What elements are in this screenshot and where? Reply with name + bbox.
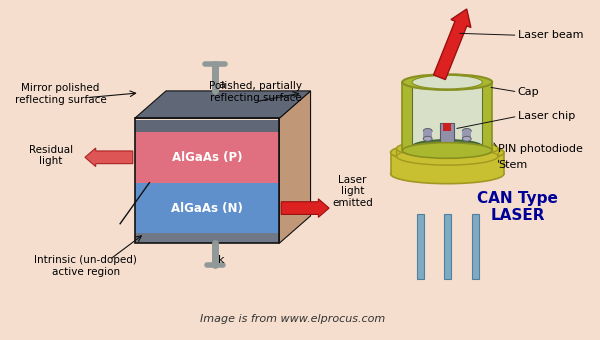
Ellipse shape — [424, 129, 432, 133]
Ellipse shape — [463, 129, 471, 133]
Bar — [135, 183, 279, 234]
FancyArrow shape — [434, 9, 471, 80]
Text: Cap: Cap — [518, 87, 539, 97]
Bar — [443, 123, 451, 131]
Ellipse shape — [424, 136, 432, 141]
Bar — [135, 132, 279, 183]
Bar — [472, 214, 479, 279]
Text: PIN photodiode: PIN photodiode — [498, 143, 583, 154]
Text: Mirror polished
reflecting surface: Mirror polished reflecting surface — [14, 83, 106, 105]
Text: Stem: Stem — [498, 160, 527, 170]
Text: k: k — [218, 255, 224, 265]
Text: a: a — [219, 80, 226, 90]
Ellipse shape — [403, 143, 492, 158]
Bar — [463, 131, 471, 139]
Bar — [445, 214, 451, 279]
Text: Image is from www.elprocus.com: Image is from www.elprocus.com — [200, 314, 386, 324]
Text: CAN Type
LASER: CAN Type LASER — [477, 191, 558, 223]
FancyArrow shape — [281, 199, 329, 217]
Bar — [424, 131, 432, 139]
Bar — [417, 214, 424, 279]
FancyArrow shape — [85, 148, 133, 167]
Text: Laser chip: Laser chip — [518, 111, 575, 121]
Text: Polished, partially
reflecting surface: Polished, partially reflecting surface — [209, 81, 302, 103]
Bar — [135, 120, 279, 132]
Ellipse shape — [412, 140, 482, 153]
Bar — [391, 152, 504, 174]
Ellipse shape — [391, 143, 504, 162]
Text: AlGaAs (P): AlGaAs (P) — [172, 151, 242, 164]
Polygon shape — [279, 91, 311, 243]
Ellipse shape — [403, 74, 492, 90]
Bar — [135, 118, 279, 243]
Text: Intrinsic (un-doped)
active region: Intrinsic (un-doped) active region — [34, 255, 137, 276]
Text: Residual
light: Residual light — [29, 144, 73, 166]
Bar — [403, 82, 492, 151]
Ellipse shape — [397, 148, 498, 165]
Text: Laser beam: Laser beam — [518, 30, 583, 40]
Text: Laser
light
emitted: Laser light emitted — [332, 175, 373, 208]
Bar — [135, 234, 279, 243]
Ellipse shape — [391, 164, 504, 184]
Polygon shape — [135, 91, 311, 118]
Bar — [440, 123, 454, 143]
Bar — [397, 149, 498, 156]
Bar — [412, 82, 482, 151]
Ellipse shape — [397, 140, 498, 157]
Text: AlGaAs (N): AlGaAs (N) — [171, 202, 243, 215]
Ellipse shape — [463, 136, 471, 141]
Ellipse shape — [412, 75, 482, 89]
